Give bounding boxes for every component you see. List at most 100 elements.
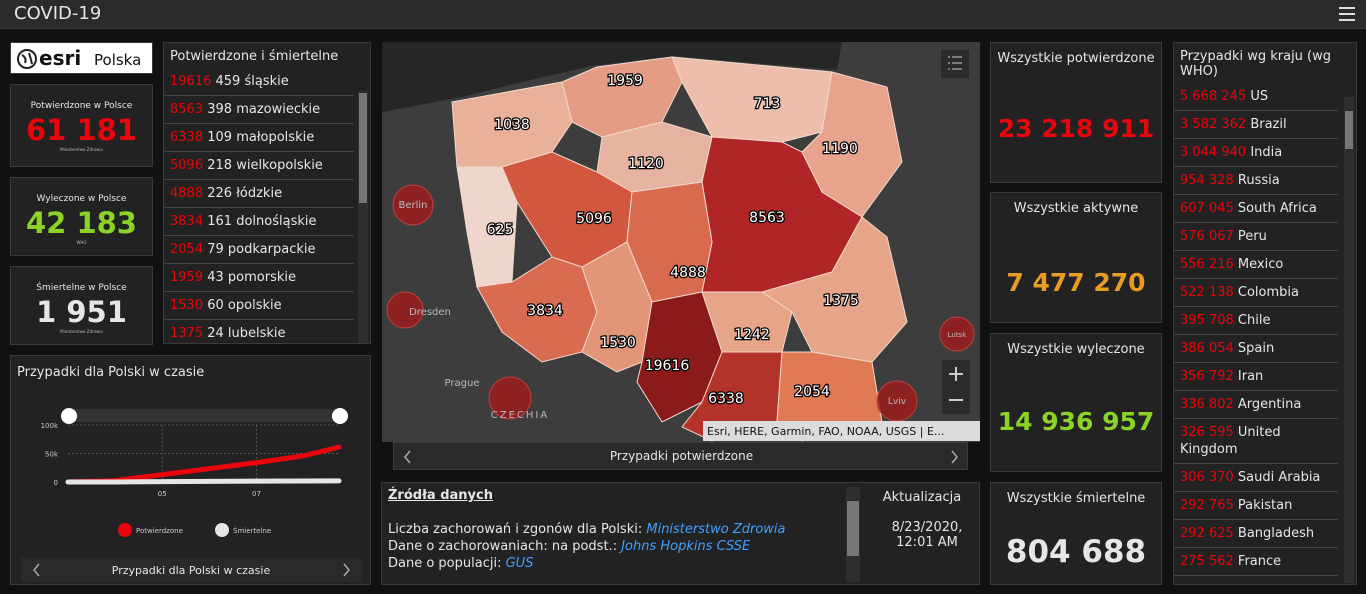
region-area[interactable] <box>561 56 683 138</box>
region-label: 625 <box>487 222 514 238</box>
list-row[interactable]: 5 668 245 US <box>1174 83 1338 111</box>
confirmed-count: 2054 <box>170 242 204 257</box>
scroll-thumb[interactable] <box>359 93 367 203</box>
slider-track[interactable] <box>68 409 339 422</box>
zoom-control[interactable] <box>942 360 970 414</box>
menu-icon[interactable] <box>1338 5 1356 23</box>
logo-brand: esri <box>39 46 82 70</box>
scrollbar[interactable] <box>846 487 860 582</box>
list-row[interactable]: 522 138 Colombia <box>1174 279 1338 307</box>
time-chart: Przypadki dla Polski w czasie Przypadki … <box>17 365 362 582</box>
death-count: 109 <box>207 130 233 145</box>
y-tick-label: 100k <box>41 422 59 430</box>
x-tick-label: 05 <box>158 490 167 498</box>
death-count: 161 <box>207 214 233 229</box>
scroll-thumb[interactable] <box>847 501 859 556</box>
region-label: 1375 <box>823 293 859 309</box>
region-name: dolnośląskie <box>236 214 317 229</box>
map-panel: 1959 713 1038 1120 1190 625 5096 8563 4888 1375 38… <box>382 42 980 442</box>
header-title: COVID-19 <box>14 3 102 24</box>
list-row[interactable]: 3 044 940 India <box>1174 139 1338 167</box>
list-row[interactable]: 19616 459 śląskie <box>164 68 354 96</box>
death-count: 60 <box>207 298 224 313</box>
stat-card: Wszystkie śmiertelne 804 688 <box>990 482 1162 585</box>
case-bubble <box>392 184 434 226</box>
confirmed-count: 3834 <box>170 214 204 229</box>
death-count: 226 <box>207 186 233 201</box>
region-area[interactable] <box>636 291 723 423</box>
death-count: 79 <box>207 242 224 257</box>
list-row[interactable]: 292 765 Pakistan <box>1174 492 1338 520</box>
legend-swatch <box>118 523 132 537</box>
card-value: 804 688 <box>1005 534 1147 570</box>
prev-arrow[interactable] <box>33 563 40 577</box>
regions-list: Potwierdzone i śmiertelne 19616 459 śląs… <box>163 42 371 344</box>
list-row[interactable]: 3834 161 dolnośląskie <box>164 208 354 236</box>
list-row[interactable]: 1530 60 opolskie <box>164 292 354 320</box>
region-label: 6338 <box>708 391 744 407</box>
region-label: 4888 <box>670 265 706 281</box>
country-count: 954 328 <box>1180 173 1234 188</box>
list-row[interactable]: 6338 109 małopolskie <box>164 124 354 152</box>
region-name: wielkopolskie <box>236 158 323 173</box>
list-row[interactable]: 326 595 United Kingdom <box>1174 419 1338 464</box>
list-row[interactable]: 607 045 South Africa <box>1174 195 1338 223</box>
source-text: Dane o zachorowaniach: na podst.: <box>388 539 618 554</box>
card-label: Wszystkie potwierdzone <box>997 51 1155 66</box>
scroll-thumb[interactable] <box>1345 111 1353 149</box>
region-label: 713 <box>754 96 781 112</box>
map-caption: Przypadki potwierdzone <box>609 449 754 463</box>
list-row[interactable]: 576 067 Peru <box>1174 223 1338 251</box>
region-label: 5096 <box>576 211 612 227</box>
source-link[interactable]: GUS <box>505 556 534 571</box>
update-value: 8/23/2020, 12:01 AM <box>891 520 963 550</box>
list-row[interactable]: 8563 398 mazowieckie <box>164 96 354 124</box>
list-row[interactable]: 5096 218 wielkopolskie <box>164 152 354 180</box>
place-label: CZECHIA <box>491 410 549 421</box>
list-row[interactable]: 2054 79 podkarpackie <box>164 236 354 264</box>
country-list: Przypadki wg kraju (wg WHO) 5 668 245 US… <box>1173 42 1357 585</box>
y-tick-label: 0 <box>54 479 58 487</box>
series-line <box>65 444 342 485</box>
country-name: Chile <box>1237 313 1271 328</box>
stat-card: Wszystkie wyleczone 14 936 957 <box>990 333 1162 472</box>
country-name: Russia <box>1237 173 1280 188</box>
list-row[interactable]: 356 792 Iran <box>1174 363 1338 391</box>
region-name: małopolskie <box>236 130 315 145</box>
list-row[interactable]: 292 625 Bangladesh <box>1174 520 1338 548</box>
scrollbar[interactable] <box>358 91 368 343</box>
list-row[interactable]: 336 802 Argentina <box>1174 391 1338 419</box>
next-arrow[interactable] <box>951 450 958 464</box>
next-arrow[interactable] <box>343 563 350 577</box>
logo-globe <box>17 49 37 69</box>
list-row[interactable]: 3 582 362 Brazil <box>1174 111 1338 139</box>
list-row[interactable]: 954 328 Russia <box>1174 167 1338 195</box>
slider-handle[interactable] <box>332 408 348 424</box>
list-row[interactable]: 395 708 Chile <box>1174 307 1338 335</box>
source-link[interactable]: Johns Hopkins CSSE <box>621 539 751 554</box>
legend-swatch <box>215 523 229 537</box>
update-label: Aktualizacja <box>882 490 962 505</box>
list-row[interactable]: 4888 226 łódzkie <box>164 180 354 208</box>
slider-handle[interactable] <box>61 408 77 424</box>
legend-button[interactable] <box>941 50 969 78</box>
list-row[interactable]: 386 054 Spain <box>1174 335 1338 363</box>
country-count: 5 668 245 <box>1180 89 1247 104</box>
map-caption-bar: Przypadki potwierdzone <box>393 442 968 470</box>
place-label: Prague <box>445 378 480 389</box>
region-area[interactable] <box>581 241 653 373</box>
list-row[interactable]: 306 370 Saudi Arabia <box>1174 464 1338 492</box>
list-row[interactable]: 1959 43 pomorskie <box>164 264 354 292</box>
list-row[interactable]: 275 562 France <box>1174 548 1338 576</box>
country-count: 395 708 <box>1180 313 1234 328</box>
card-value: 61 181 <box>26 113 137 147</box>
stat-card: Wyleczone w Polsce 42 183 WHO <box>10 177 153 256</box>
source-line: Dane o zachorowaniach: na podst.: Johns … <box>388 538 786 555</box>
prev-arrow[interactable] <box>404 450 411 464</box>
list-row[interactable]: 1375 24 lubelskie <box>164 320 354 343</box>
source-link[interactable]: Ministerstwo Zdrowia <box>646 522 786 537</box>
card-label: Wszystkie śmiertelne <box>1006 491 1146 506</box>
scrollbar[interactable] <box>1344 97 1354 583</box>
list-row[interactable]: 556 216 Mexico <box>1174 251 1338 279</box>
